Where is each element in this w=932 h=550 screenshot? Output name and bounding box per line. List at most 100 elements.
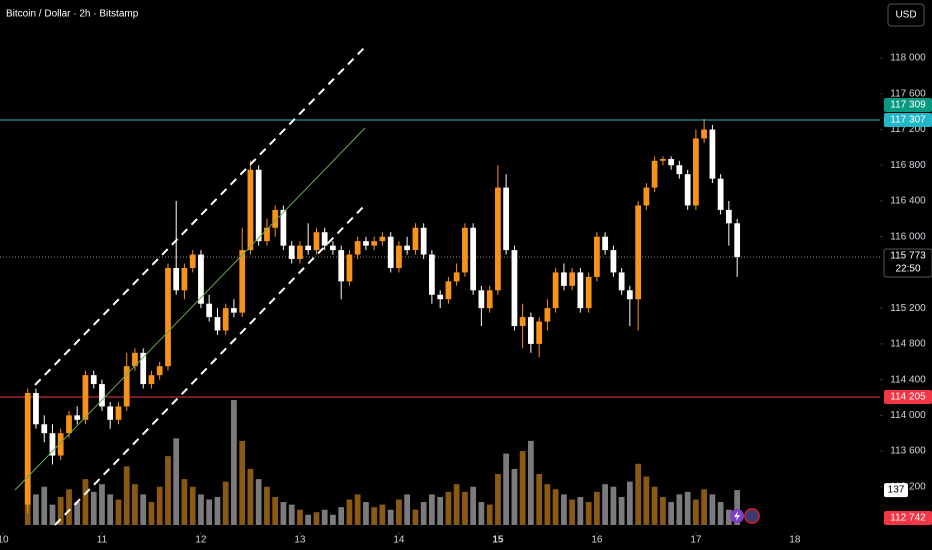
y-tick-label: 116 800 xyxy=(890,160,926,171)
x-tick-label: 15 xyxy=(492,535,504,546)
volume-bar xyxy=(453,484,460,525)
candle-body xyxy=(264,227,270,242)
candle-body xyxy=(24,393,31,505)
candle-body xyxy=(725,209,732,224)
volume-bar xyxy=(725,509,732,525)
volume-bar xyxy=(387,509,394,525)
channel-upper xyxy=(34,46,366,386)
candle-body xyxy=(585,276,592,309)
volume-bar xyxy=(511,468,518,525)
candle-body xyxy=(74,415,81,420)
candle-body xyxy=(709,129,716,179)
volume-bar xyxy=(701,489,707,525)
volume-bar xyxy=(297,509,303,525)
volume-bar xyxy=(684,491,691,525)
volume-bar xyxy=(602,484,608,525)
candle-body xyxy=(511,250,518,327)
volume-bar xyxy=(536,474,543,525)
volume-bar xyxy=(527,440,534,525)
x-tick-label: 12 xyxy=(195,535,207,546)
candle-body xyxy=(156,366,163,376)
volume-bar xyxy=(561,494,567,525)
volume-bar xyxy=(288,504,295,525)
candle-body xyxy=(660,158,666,161)
candle-body xyxy=(404,245,411,251)
y-tick-label: 114 800 xyxy=(890,339,926,350)
y-tick-label: 115 200 xyxy=(890,303,926,314)
candle-body xyxy=(49,433,56,456)
y-tick-label: 114 400 xyxy=(890,374,926,385)
volume-bar xyxy=(734,490,741,525)
flag-icon[interactable] xyxy=(744,508,760,524)
volume-bar xyxy=(74,502,81,525)
volume-bar xyxy=(214,496,221,525)
candle-body xyxy=(701,129,707,139)
candle-body xyxy=(165,267,171,367)
candle-body xyxy=(618,272,625,291)
candle-body xyxy=(363,241,369,246)
candle-body xyxy=(503,187,509,251)
candle-body xyxy=(569,272,576,286)
y-tick-label: 116 400 xyxy=(890,196,926,207)
price-label: 117 309 xyxy=(890,100,926,111)
candle-body xyxy=(338,250,345,282)
candle-body xyxy=(140,352,147,385)
volume-label-box xyxy=(884,483,908,498)
candle-body xyxy=(181,267,188,291)
y-tick-label: 117 200 xyxy=(890,124,926,135)
plot xyxy=(0,118,880,525)
candle-body xyxy=(82,375,89,420)
candle-body xyxy=(90,375,97,385)
candle-body xyxy=(379,236,386,242)
x-tick-label: 18 xyxy=(789,535,801,546)
chart-title: Bitcoin / Dollar · 2h · Bitstamp xyxy=(6,9,139,20)
volume-bar xyxy=(338,507,345,525)
volume-bar xyxy=(33,494,39,525)
candle-body xyxy=(478,290,485,309)
price-label: 112 742 xyxy=(890,513,926,524)
volume-bar xyxy=(90,491,97,525)
volume-bar xyxy=(57,496,64,525)
candle-body xyxy=(486,290,493,309)
volume-bar xyxy=(132,484,138,525)
volume-bar xyxy=(346,499,353,525)
candle-body xyxy=(717,178,724,210)
candle-body xyxy=(635,205,642,300)
drawings xyxy=(14,46,366,526)
volume-bar xyxy=(594,491,600,525)
candle-body xyxy=(445,281,452,300)
volume-bar xyxy=(123,466,130,525)
candle-body xyxy=(693,138,699,206)
candle-body xyxy=(231,308,237,313)
level-label-box xyxy=(884,112,932,127)
volume-bar xyxy=(264,486,270,525)
candle-body xyxy=(198,254,204,304)
candle-body xyxy=(396,245,402,268)
candle-body xyxy=(214,317,221,331)
candle-body xyxy=(561,272,567,286)
level-label: 114 205 xyxy=(890,392,926,403)
x-tick-label: 10 xyxy=(0,535,9,546)
candle-body xyxy=(57,433,64,456)
candle-body xyxy=(651,160,658,188)
volume-bar xyxy=(82,479,89,525)
volume-bar xyxy=(181,479,188,525)
volume-bar xyxy=(140,494,147,525)
currency-button[interactable] xyxy=(887,3,925,27)
volume-bar xyxy=(173,438,180,525)
y-tick-label: 118 000 xyxy=(890,53,926,64)
candle-body xyxy=(420,227,427,255)
x-tick-label: 16 xyxy=(591,535,603,546)
price-label-box xyxy=(884,97,932,112)
volume-bar xyxy=(305,514,312,525)
volume-bar xyxy=(470,486,477,525)
volume-bar xyxy=(66,489,72,525)
volume-bar xyxy=(569,499,576,525)
candle-body xyxy=(346,254,353,282)
y-tick-label: 116 000 xyxy=(890,231,926,242)
candle-body xyxy=(668,158,675,166)
volume-bar xyxy=(626,481,633,525)
candle-body xyxy=(99,384,105,407)
volume-bar xyxy=(239,440,246,525)
